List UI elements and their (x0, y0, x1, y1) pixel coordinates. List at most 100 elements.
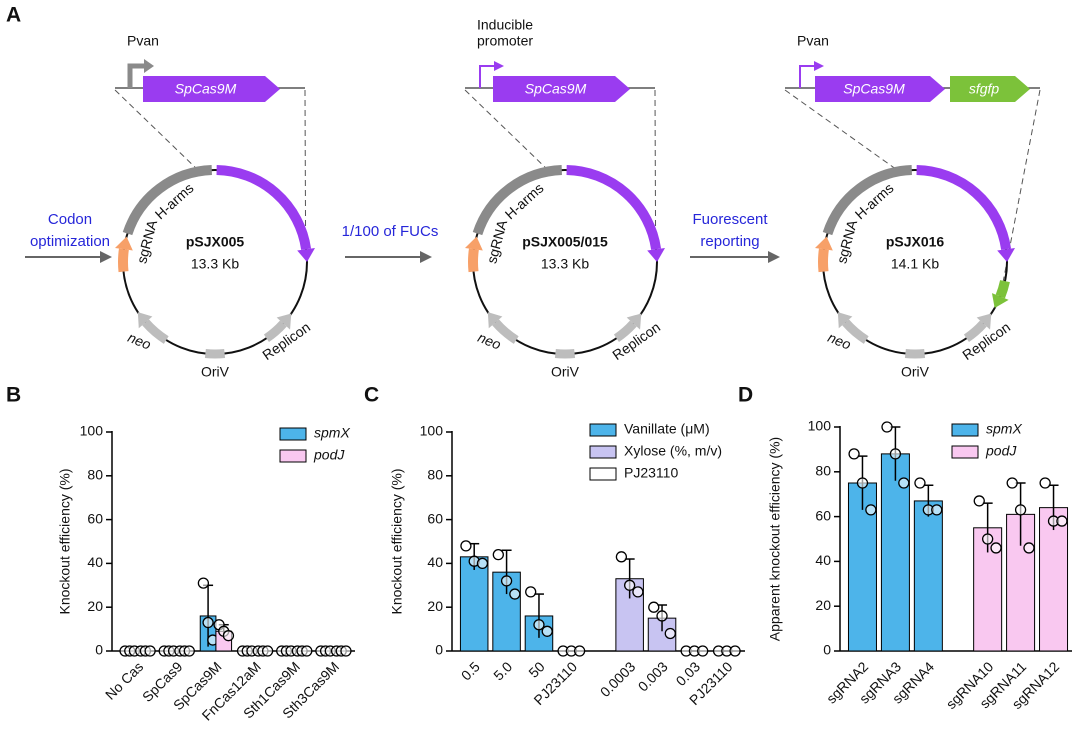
dashed-guide (304, 89, 307, 247)
cas9-head (997, 247, 1016, 262)
y-tick-label: 40 (87, 554, 103, 570)
y-tick-label: 20 (427, 598, 443, 614)
data-point (492, 548, 504, 561)
sfgfp-arc (995, 279, 1010, 299)
data-point (533, 619, 545, 631)
data-point (509, 588, 521, 600)
data-point (340, 645, 352, 657)
data-point (525, 586, 537, 598)
step-label: optimization (30, 233, 110, 250)
neo-arc (142, 319, 169, 344)
legend-swatch (279, 449, 307, 463)
plasmid-name: pSJX016 (886, 234, 945, 250)
replicon-head (626, 313, 642, 330)
data-point (664, 627, 676, 640)
y-tick-label: 60 (815, 507, 831, 523)
y-tick-label: 0 (435, 642, 443, 658)
plasmid-name: pSJX005/015 (522, 234, 608, 250)
sgrna-arc (818, 248, 829, 273)
y-axis-label: Knockout efficiency (%) (389, 468, 405, 614)
y-axis-label: Apparent knockout efficiency (%) (767, 437, 783, 641)
h-arms-arc (472, 165, 563, 236)
replicon-arc (613, 320, 637, 343)
gene-label: SpCas9M (843, 81, 905, 97)
y-tick-label: 40 (427, 554, 443, 570)
replicon-arc (963, 320, 987, 343)
step-label: 1/100 of FUCs (342, 223, 439, 240)
legend-swatch (589, 445, 617, 459)
error-bar (501, 549, 512, 595)
sgrna-head (814, 236, 833, 251)
x-tick-label: 0.5 (458, 658, 483, 683)
data-point (541, 625, 553, 637)
promoter-arrowhead (814, 61, 824, 71)
feature-label: OriV (551, 364, 580, 380)
cas9-arc (566, 165, 662, 250)
step-label: Fuorescent (692, 211, 768, 228)
y-tick-label: 40 (815, 552, 831, 568)
data-point (301, 645, 313, 657)
gene-label: SpCas9M (525, 81, 587, 97)
panel-label: C (364, 384, 379, 407)
data-point (648, 601, 660, 613)
data-point (615, 551, 628, 563)
y-tick-label: 100 (808, 418, 832, 434)
y-axis-label: Knockout efficiency (%) (57, 468, 73, 614)
y-tick-label: 20 (87, 598, 103, 614)
data-point (1056, 515, 1068, 527)
data-point (898, 477, 910, 489)
data-point (500, 575, 513, 587)
gene-label: SpCas9M (175, 81, 237, 97)
data-point (144, 645, 156, 657)
gene-arrow (815, 76, 945, 102)
legend-swatch (951, 423, 979, 437)
legend-label: PJ23110 (624, 465, 678, 481)
data-point (1023, 542, 1035, 554)
legend-label: podJ (985, 443, 1017, 459)
data-point (1006, 477, 1018, 489)
panel-label: D (738, 384, 753, 407)
data-point (856, 477, 869, 489)
promoter-arrow (479, 65, 496, 88)
data-point (865, 504, 877, 516)
data-point (222, 630, 235, 642)
panel-label: B (6, 384, 21, 407)
cas9-arc (216, 165, 312, 250)
bar (913, 500, 943, 652)
replicon-head (276, 313, 292, 330)
h-arms-arc (122, 165, 213, 236)
data-point (460, 540, 472, 552)
y-tick-label: 0 (823, 642, 831, 658)
data-point (1039, 477, 1051, 489)
replicon-head (976, 313, 992, 330)
y-tick-label: 0 (95, 642, 103, 658)
oriv-arc (904, 349, 926, 359)
legend-label: podJ (313, 447, 345, 463)
promoter-arrowhead (494, 61, 504, 71)
dashed-guide (464, 89, 551, 173)
plasmid-size: 14.1 Kb (891, 256, 939, 272)
neo-arc (492, 319, 519, 344)
sgrna-head (464, 236, 483, 251)
promoter-label: Inducible (477, 17, 533, 33)
y-tick-label: 100 (80, 423, 104, 439)
feature-label: sgRNA (483, 218, 510, 266)
legend-label: Xylose (%, m/v) (624, 443, 722, 459)
step-label: Codon (48, 211, 92, 228)
dashed-guide (114, 89, 201, 173)
panel-label: A (6, 4, 21, 27)
bar (1039, 507, 1069, 652)
step-arrowhead (100, 251, 112, 263)
neo-head (487, 312, 503, 329)
data-point (889, 448, 902, 460)
bar (459, 556, 489, 652)
neo-arc (842, 319, 869, 344)
feature-label: OriV (201, 364, 230, 380)
plasmid-size: 13.3 Kb (191, 256, 239, 272)
feature-label: sgRNA (133, 218, 160, 266)
y-tick-label: 20 (815, 597, 831, 613)
data-point (1014, 504, 1027, 516)
data-point (261, 645, 274, 657)
y-tick-label: 80 (815, 463, 831, 479)
